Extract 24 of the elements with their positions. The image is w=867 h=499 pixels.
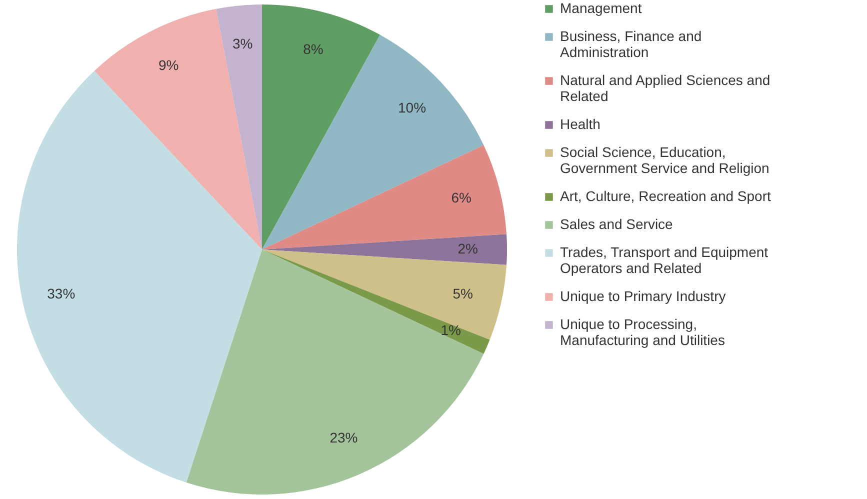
data-label: 2% xyxy=(458,240,478,256)
data-label: 9% xyxy=(158,57,179,74)
data-label: 1% xyxy=(440,322,461,338)
legend-label: Health xyxy=(560,116,600,132)
data-label: 8% xyxy=(303,41,324,58)
pie-slice xyxy=(17,70,262,483)
pie-slice xyxy=(262,4,380,250)
legend-label: Unique to Processing, Manufacturing and Utilities xyxy=(560,316,725,348)
legend-label: Natural and Applied Sciences and Related xyxy=(560,72,770,104)
legend-label: Management xyxy=(560,0,642,16)
data-label: 10% xyxy=(398,100,426,116)
legend-label: Unique to Primary Industry xyxy=(560,288,726,304)
legend-label: Sales and Service xyxy=(560,216,674,232)
data-label: 23% xyxy=(330,429,358,446)
legend-label: Social Science, Education, Government Service and Religion xyxy=(560,144,770,176)
data-label: 3% xyxy=(232,36,253,52)
legend-label: Business, Finance and Administration xyxy=(560,28,702,60)
data-label: 33% xyxy=(47,285,76,302)
data-label: 5% xyxy=(452,285,473,302)
pie-slice xyxy=(94,8,262,250)
legend-label: Art, Culture, Recreation and Sport xyxy=(560,188,771,204)
legend-label: Trades, Transport and Equipment Operators and Related xyxy=(560,244,768,276)
data-label: 6% xyxy=(451,189,472,206)
pie-slice xyxy=(216,4,262,250)
